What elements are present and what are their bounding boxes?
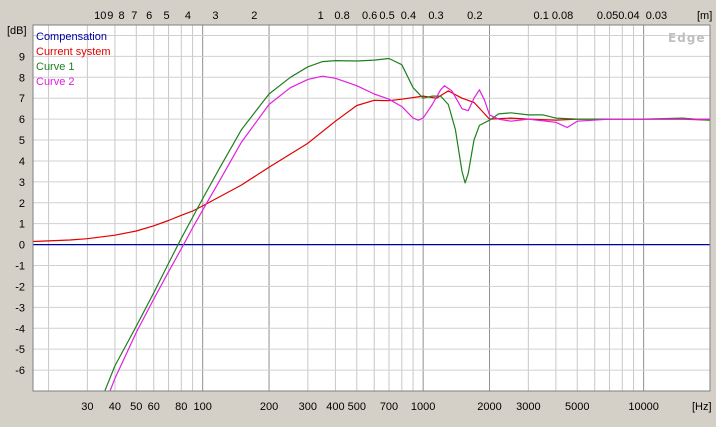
legend-entry: Current system bbox=[36, 46, 111, 58]
series-group bbox=[33, 57, 710, 391]
top-tick-label: 5 bbox=[164, 10, 170, 22]
x-tick-label: 400 bbox=[326, 401, 344, 413]
plot-frame bbox=[32, 24, 711, 392]
y-tick-label: 3 bbox=[19, 177, 25, 189]
y-tick-labels: -6 -5 -4 -3 -2 -1 0 1 2 3 4 5 6 7 8 9 bbox=[15, 51, 25, 377]
top-tick-label: 0.03 bbox=[646, 10, 667, 22]
x-tick-label: 80 bbox=[175, 401, 187, 413]
top-tick-label: 7 bbox=[131, 10, 137, 22]
top-tick-label: 2 bbox=[251, 10, 257, 22]
top-tick-label: 0.08 bbox=[552, 10, 573, 22]
x-tick-label: 60 bbox=[148, 401, 160, 413]
x-tick-label: 100 bbox=[193, 401, 211, 413]
y-tick-label: 4 bbox=[19, 156, 25, 168]
top-tick-label: 3 bbox=[212, 10, 218, 22]
x-tick-label: 50 bbox=[130, 401, 142, 413]
y-tick-label: 8 bbox=[19, 72, 25, 84]
x-tick-label: 30 bbox=[81, 401, 93, 413]
legend-entry: Compensation bbox=[36, 31, 107, 43]
series-line-curve-2 bbox=[109, 75, 710, 391]
top-tick-label: 0.2 bbox=[467, 10, 482, 22]
top-tick-label: 9 bbox=[107, 10, 113, 22]
legend: Compensation Current system Curve 1 Curve 2 bbox=[36, 31, 111, 88]
x-tick-label: 1000 bbox=[411, 401, 435, 413]
top-tick-label: 8 bbox=[119, 10, 125, 22]
plot-background bbox=[33, 25, 710, 391]
x-tick-label: 300 bbox=[299, 401, 317, 413]
x-tick-label: 700 bbox=[380, 401, 398, 413]
y-tick-label: 9 bbox=[19, 51, 25, 63]
x-tick-label: 500 bbox=[348, 401, 366, 413]
top-tick-label: 0.1 bbox=[534, 10, 549, 22]
top-tick-label: 0.05 bbox=[597, 10, 618, 22]
top-tick-label: 10 bbox=[94, 10, 106, 22]
y-tick-label: 7 bbox=[19, 93, 25, 105]
top-tick-label: 6 bbox=[146, 10, 152, 22]
y-tick-label: -2 bbox=[15, 281, 25, 293]
top-tick-label: 1 bbox=[318, 10, 324, 22]
x-tick-label: 40 bbox=[109, 401, 121, 413]
x-tick-label: 5000 bbox=[565, 401, 589, 413]
legend-entry: Curve 1 bbox=[36, 61, 75, 73]
top-tick-label: 0.4 bbox=[401, 10, 416, 22]
y-tick-label: -5 bbox=[15, 344, 25, 356]
y-tick-label: -3 bbox=[15, 302, 25, 314]
legend-entry: Curve 2 bbox=[36, 76, 75, 88]
top-tick-label: 0.3 bbox=[428, 10, 443, 22]
y-tick-label: 0 bbox=[19, 240, 25, 252]
x-tick-label: 10000 bbox=[628, 401, 659, 413]
x-tick-label: 200 bbox=[260, 401, 278, 413]
top-tick-label: 4 bbox=[185, 10, 191, 22]
y-unit-label: [dB] bbox=[7, 25, 27, 37]
top-unit-label: [m] bbox=[697, 10, 712, 22]
series-line-current-system bbox=[33, 90, 710, 243]
y-tick-label: -4 bbox=[15, 323, 25, 335]
top-tick-label: 0.8 bbox=[334, 10, 349, 22]
x-unit-label: [Hz] bbox=[692, 401, 712, 413]
top-tick-labels: 10 9 8 7 6 5 4 3 2 1 0.8 0.6 0.5 0.4 0.3 0.2 0.1 0.08 0.05… bbox=[94, 10, 667, 22]
top-tick-label: 0.5 bbox=[379, 10, 394, 22]
y-tick-label: -6 bbox=[15, 365, 25, 377]
x-tick-label: 3000 bbox=[516, 401, 540, 413]
x-tick-label: 2000 bbox=[477, 401, 501, 413]
watermark-logo: Edge bbox=[668, 31, 706, 45]
y-tick-label: 1 bbox=[19, 219, 25, 231]
top-tick-label: 0.6 bbox=[362, 10, 377, 22]
x-tick-labels: 30 40 50 60 80 100 200 300 400 500 700 1000 2000 3000… bbox=[81, 401, 659, 413]
y-tick-label: 5 bbox=[19, 135, 25, 147]
series-line-curve-1 bbox=[104, 57, 710, 391]
y-tick-label: -1 bbox=[15, 261, 25, 273]
y-tick-label: 6 bbox=[19, 114, 25, 126]
top-tick-label: 0.04 bbox=[618, 10, 639, 22]
y-tick-label: 2 bbox=[19, 198, 25, 210]
